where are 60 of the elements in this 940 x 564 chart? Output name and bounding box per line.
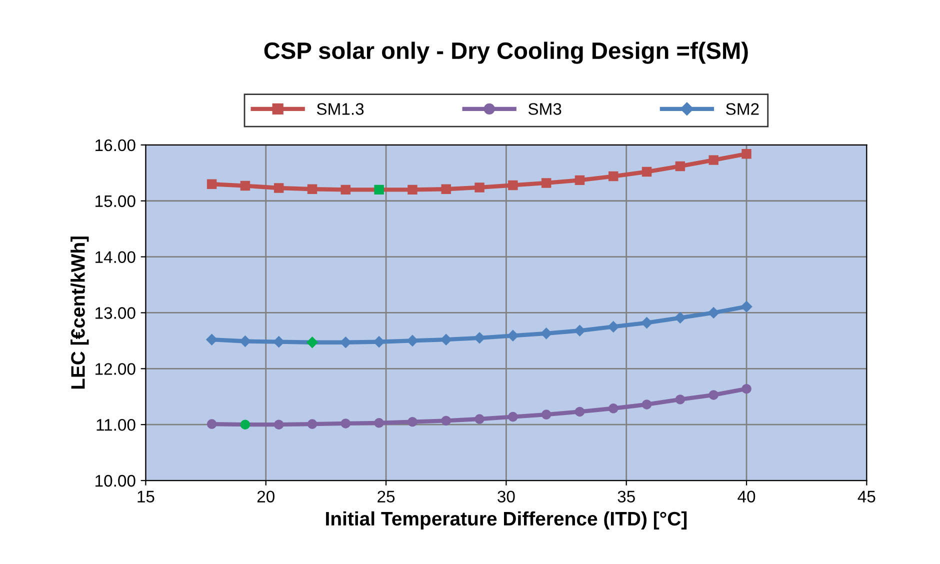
point — [206, 179, 217, 189]
point — [608, 404, 618, 414]
point — [574, 406, 585, 417]
point — [240, 180, 250, 191]
point — [742, 149, 752, 159]
legend-label: SM1.3 — [316, 103, 364, 115]
point — [474, 182, 484, 192]
point — [340, 184, 351, 195]
point — [408, 416, 418, 427]
x-tick-label: 45 — [858, 490, 876, 502]
point — [206, 419, 217, 429]
point — [274, 183, 284, 193]
point — [374, 184, 384, 195]
y-tick-label: 16.00 — [96, 139, 136, 152]
point — [340, 418, 351, 428]
point — [640, 316, 653, 329]
point — [374, 418, 384, 428]
point — [608, 171, 618, 182]
point — [240, 420, 250, 430]
point — [708, 155, 718, 165]
y-tick-label: 10.00 — [96, 474, 136, 487]
x-tick-label: 30 — [498, 490, 515, 502]
point — [307, 184, 318, 194]
point — [508, 180, 518, 190]
point — [508, 412, 518, 422]
point — [708, 306, 720, 319]
point — [474, 414, 484, 424]
point — [708, 390, 718, 400]
point — [674, 312, 686, 324]
point — [306, 336, 318, 348]
point — [742, 384, 752, 394]
point — [541, 178, 552, 188]
point — [541, 410, 552, 420]
point — [408, 184, 418, 195]
point — [441, 184, 451, 194]
y-tick-label: 13.00 — [96, 307, 136, 319]
point — [274, 420, 284, 430]
point — [675, 161, 686, 172]
point — [474, 332, 486, 344]
point — [441, 416, 451, 426]
x-axis-title: Initial Temperature Difference (ITD) [°C] — [326, 511, 687, 530]
point — [574, 175, 585, 186]
point — [740, 300, 752, 312]
y-tick-label: 12.00 — [96, 363, 136, 375]
point — [307, 419, 318, 429]
x-tick-label: 40 — [738, 490, 756, 502]
x-tick-label: 15 — [138, 490, 154, 502]
x-tick-label: 35 — [618, 490, 635, 502]
point — [642, 400, 652, 410]
point — [642, 166, 652, 177]
legend-label: SM2 — [726, 103, 759, 115]
y-tick-label: 14.00 — [96, 251, 136, 264]
x-tick-label: 25 — [378, 490, 395, 502]
y-tick-label: 15.00 — [96, 195, 136, 208]
y-tick-label: 11.00 — [96, 419, 136, 431]
x-tick-label: 20 — [257, 490, 274, 502]
chart-title: CSP solar only - Dry Cooling Design =f(SM) — [264, 42, 748, 64]
legend-label: SM3 — [528, 103, 562, 115]
y-axis-title: LEC [€cent/kWh] — [70, 236, 89, 389]
point — [675, 394, 686, 404]
